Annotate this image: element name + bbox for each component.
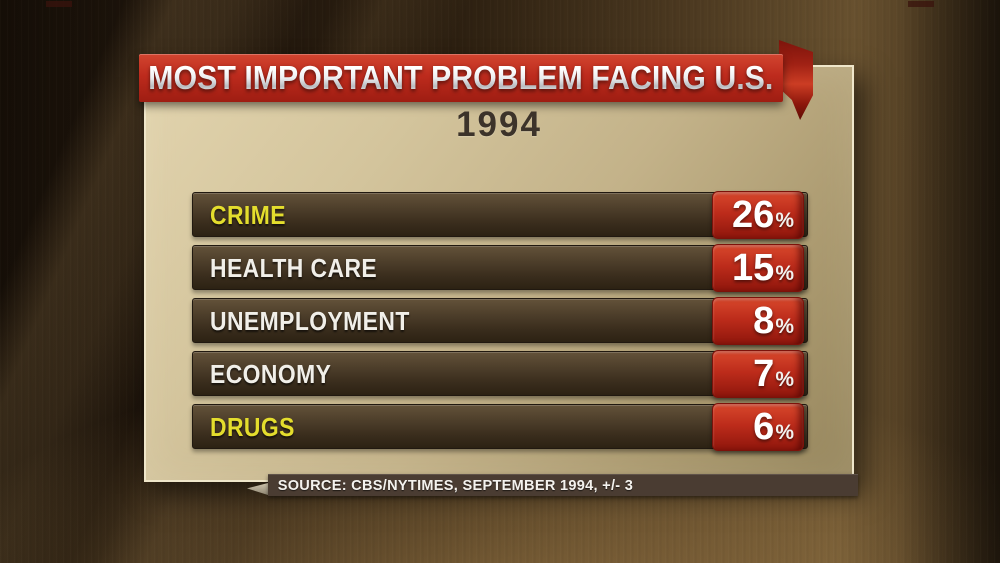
poll-results-list: CRIME 26 % HEALTH CARE 15 % UNEMPLOYMENT… <box>192 191 808 457</box>
poll-row-unemployment: UNEMPLOYMENT 8 % <box>192 297 808 345</box>
poll-value: 26 <box>732 194 775 236</box>
value-box: 6 % <box>712 403 804 451</box>
top-edge-artifact-right <box>908 1 934 7</box>
poll-row-label: UNEMPLOYMENT <box>210 306 410 336</box>
poll-row-economy: ECONOMY 7 % <box>192 350 808 398</box>
percent-sign: % <box>775 209 794 232</box>
title-banner: MOST IMPORTANT PROBLEM FACING U.S. <box>139 54 783 102</box>
value-box: 7 % <box>712 350 804 398</box>
poll-row-label: CRIME <box>210 200 286 230</box>
page-title: MOST IMPORTANT PROBLEM FACING U.S. <box>148 59 774 96</box>
poll-row-label: ECONOMY <box>210 359 332 389</box>
percent-sign: % <box>775 368 794 391</box>
poll-value: 15 <box>732 247 775 289</box>
percent-sign: % <box>775 421 794 444</box>
year-label: 1994 <box>456 105 542 144</box>
source-bar: SOURCE: CBS/NYTIMES, SEPTEMBER 1994, +/-… <box>268 474 858 496</box>
value-box: 26 % <box>712 191 804 239</box>
poll-row-crime: CRIME 26 % <box>192 191 808 239</box>
percent-sign: % <box>775 315 794 338</box>
poll-row-label: DRUGS <box>210 412 295 442</box>
top-edge-artifact-left <box>46 1 72 7</box>
poll-row-health-care: HEALTH CARE 15 % <box>192 244 808 292</box>
value-box: 8 % <box>712 297 804 345</box>
poll-value: 8 <box>753 300 775 342</box>
percent-sign: % <box>775 262 794 285</box>
poll-value: 7 <box>753 353 775 395</box>
source-text: SOURCE: CBS/NYTIMES, SEPTEMBER 1994, +/-… <box>277 476 634 494</box>
poll-row-drugs: DRUGS 6 % <box>192 403 808 451</box>
poll-value: 6 <box>753 406 775 448</box>
poll-row-label: HEALTH CARE <box>210 253 378 283</box>
value-box: 15 % <box>712 244 804 292</box>
